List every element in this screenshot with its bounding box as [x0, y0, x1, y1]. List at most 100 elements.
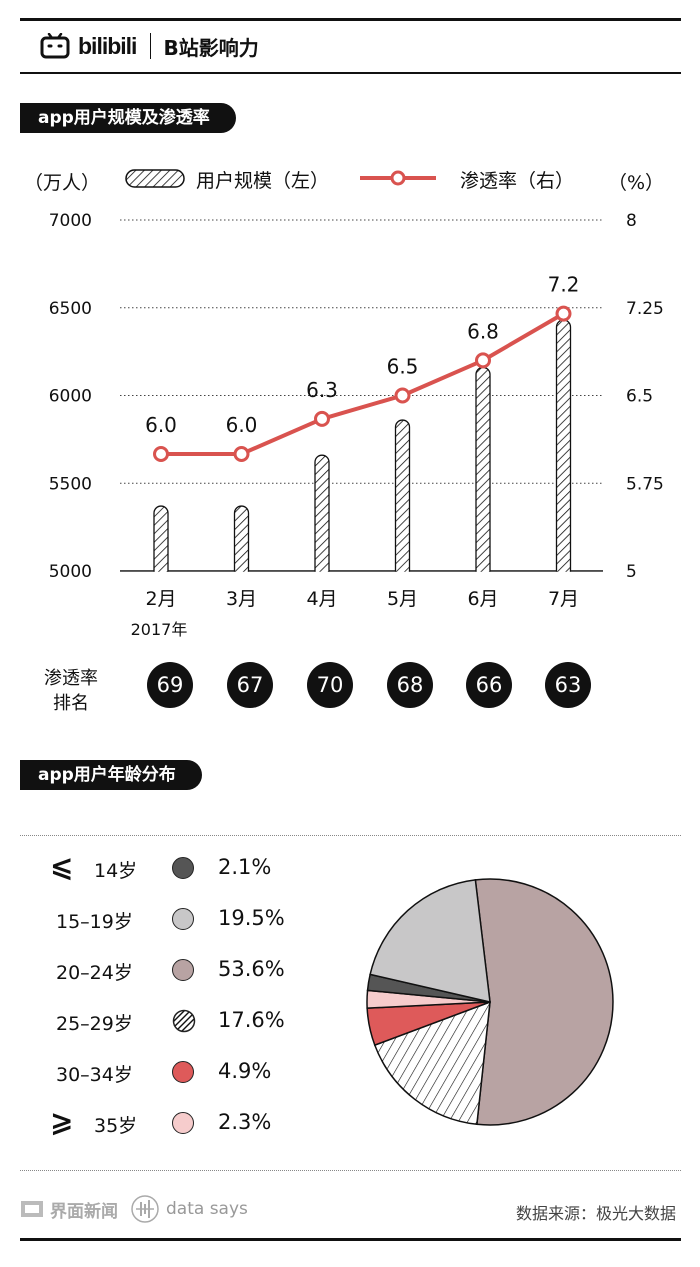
- left-tick-label: 5500: [49, 474, 92, 494]
- x-tick-label: 2月: [145, 588, 176, 610]
- color-dot-icon: [172, 908, 194, 930]
- x-tick-label: 4月: [306, 588, 337, 610]
- rank-label-line2: 排名: [53, 693, 89, 714]
- age-label: 15–19岁: [56, 911, 133, 933]
- color-dot-icon: [172, 959, 194, 981]
- age-legend-row: ⩽ 14岁 2.1%: [0, 850, 320, 883]
- penetration-point: [314, 410, 330, 427]
- right-tick-label: 5: [626, 562, 637, 582]
- age-label: 30–34岁: [56, 1064, 133, 1086]
- page-title: B站影响力: [163, 35, 259, 60]
- right-tick-label: 7.25: [626, 299, 664, 319]
- age-legend-row: 15–19岁 19.5%: [0, 903, 320, 933]
- pie-slice: [474, 878, 614, 1126]
- penetration-data-label: 7.2: [548, 273, 580, 297]
- user-scale-bar: [314, 454, 330, 579]
- left-tick-label: 5000: [49, 562, 92, 582]
- right-unit-label: （%）: [608, 172, 664, 194]
- right-tick-label: 8: [626, 211, 637, 231]
- penetration-line: [161, 311, 565, 456]
- age-legend-row: 30–34岁 4.9%: [0, 1056, 320, 1086]
- right-tick-label: 5.75: [626, 474, 664, 494]
- top-rule: [20, 18, 681, 21]
- color-dot-icon: [172, 857, 194, 879]
- header-rule: [20, 72, 681, 74]
- rank-badge-may: 68: [387, 662, 433, 708]
- age-percent: 17.6%: [218, 1008, 285, 1032]
- user-scale-chart: 5000 5 5500 5.75 6000 6.5 6500 7.25 7000 8 6.0 6.0 6…: [24, 169, 664, 639]
- age-percent: 19.5%: [218, 906, 285, 930]
- right-tick-label: 6.5: [626, 387, 653, 407]
- rank-badge-jun: 66: [466, 662, 512, 708]
- legend-line-label: 渗透率（右）: [460, 170, 574, 192]
- left-tick-label: 6000: [49, 387, 92, 407]
- age-label: 25–29岁: [56, 1013, 133, 1035]
- rank-badge-jul: 63: [545, 662, 591, 708]
- age-percent: 2.3%: [218, 1110, 272, 1134]
- greater-equal-icon: ⩾: [50, 1105, 74, 1138]
- user-scale-bar: [153, 505, 169, 579]
- bilibili-logo: bilibili: [78, 32, 137, 59]
- user-scale-bar: [394, 419, 411, 579]
- rank-badge-feb: 69: [147, 662, 193, 708]
- age-legend-row: 20–24岁 53.6%: [0, 954, 320, 984]
- x-year-label: 2017年: [131, 620, 188, 639]
- age-legend-row: ⩾ 35岁 2.3%: [0, 1105, 320, 1138]
- age-percent: 2.1%: [218, 855, 272, 879]
- x-tick-label: 6月: [467, 588, 498, 610]
- age-percent: 53.6%: [218, 957, 285, 981]
- left-tick-label: 7000: [49, 211, 92, 231]
- datasays-logo-icon: [131, 1195, 159, 1223]
- penetration-point: [233, 446, 250, 462]
- legend-bar-swatch: [125, 169, 185, 188]
- footer-logo-datasays: data says: [166, 1199, 248, 1219]
- legend-bar-label: 用户规模（左）: [196, 170, 329, 192]
- penetration-data-label: 6.0: [145, 413, 177, 437]
- penetration-data-label: 6.5: [387, 355, 419, 379]
- penetration-point: [394, 387, 411, 404]
- section-title-age: app用户年龄分布: [20, 760, 202, 790]
- age-legend-row: 25–29岁 17.6%: [0, 1005, 320, 1035]
- legend-line-marker: [390, 170, 406, 186]
- age-label: 35岁: [94, 1115, 138, 1137]
- x-tick-label: 3月: [226, 588, 257, 610]
- penetration-point: [475, 352, 491, 369]
- age-percent: 4.9%: [218, 1059, 272, 1083]
- penetration-point: [153, 446, 169, 462]
- data-source: 数据来源：极光大数据: [515, 1204, 676, 1223]
- penetration-data-label: 6.0: [226, 413, 258, 437]
- footer-logos: 界面新闻 data says: [20, 1194, 248, 1224]
- age-pie-chart: [366, 878, 614, 1126]
- penetration-data-label: 6.8: [467, 319, 499, 343]
- bar-base-mask: [110, 571, 610, 582]
- header-separator: [150, 33, 152, 59]
- age-label: 14岁: [94, 860, 138, 882]
- penetration-point: [555, 305, 572, 322]
- user-scale-bar: [555, 319, 572, 579]
- color-dot-icon: [172, 1112, 194, 1134]
- left-unit-label: （万人）: [24, 172, 100, 194]
- rank-badge-apr: 70: [307, 662, 353, 708]
- x-tick-label: 5月: [387, 588, 418, 610]
- tv-icon: [40, 33, 70, 59]
- bottom-rule: [20, 1238, 681, 1241]
- hatch-dot-icon: [172, 1009, 196, 1033]
- section-divider-bottom: [20, 1170, 681, 1171]
- rank-label-line1: 渗透率: [44, 668, 98, 689]
- x-tick-label: 7月: [548, 588, 579, 610]
- less-equal-icon: ⩽: [50, 850, 74, 883]
- user-scale-bar: [233, 505, 250, 579]
- pie-slice: [373, 1000, 491, 1126]
- jiemian-logo-icon: [21, 1201, 43, 1217]
- penetration-data-label: 6.3: [306, 378, 338, 402]
- section-title-user-scale: app用户规模及渗透率: [20, 103, 236, 133]
- pie-slice: [369, 879, 491, 1003]
- age-label: 20–24岁: [56, 962, 133, 984]
- left-tick-label: 6500: [49, 299, 92, 319]
- header-brand: bilibili B站影响力: [40, 28, 259, 64]
- user-scale-bar: [475, 366, 491, 579]
- color-dot-icon: [172, 1061, 194, 1083]
- section-divider-top: [20, 835, 681, 836]
- rank-badge-mar: 67: [227, 662, 273, 708]
- footer-logo-jiemian: 界面新闻: [50, 1201, 118, 1222]
